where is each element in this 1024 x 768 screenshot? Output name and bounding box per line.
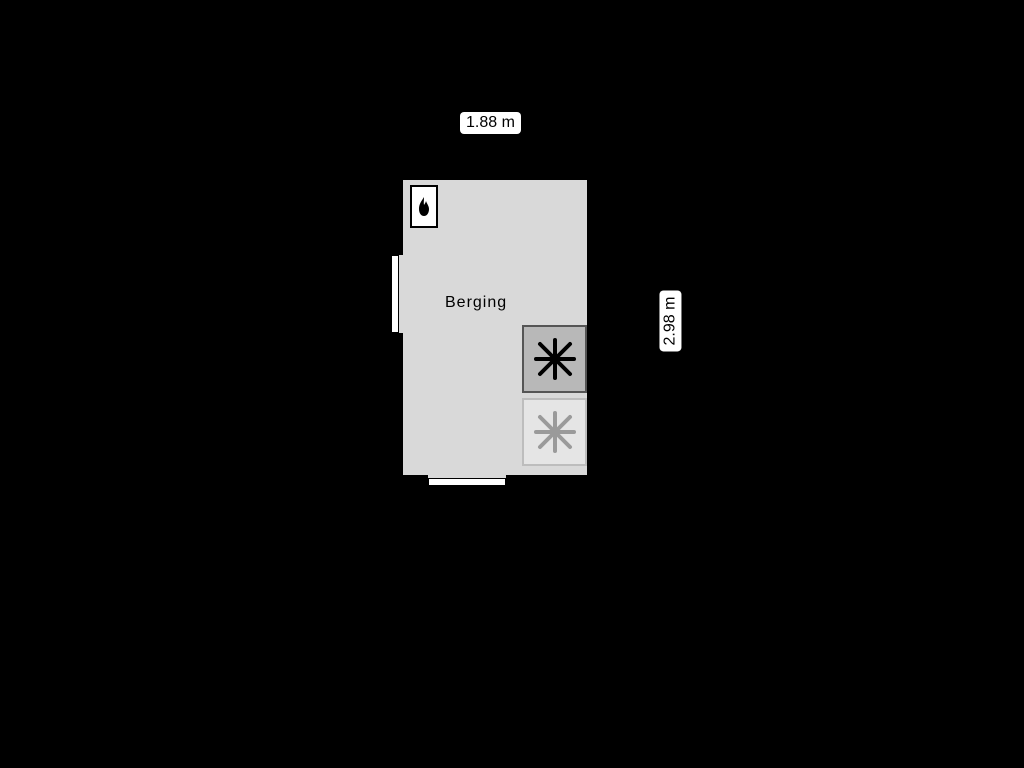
dimension-right: 2.98 m <box>659 291 681 352</box>
room-label: Berging <box>445 294 507 312</box>
asterisk-icon <box>533 410 577 454</box>
appliance-bottom <box>522 398 587 466</box>
boiler-icon <box>410 185 438 228</box>
appliance-top <box>522 325 587 393</box>
floorplan-stage: Berging 1.88 m 2.98 m <box>0 0 1024 768</box>
door-left-leaf <box>391 255 399 333</box>
flame-icon <box>415 196 433 218</box>
dimension-top: 1.88 m <box>460 112 521 134</box>
door-bottom-leaf <box>428 478 506 486</box>
asterisk-icon <box>533 337 577 381</box>
